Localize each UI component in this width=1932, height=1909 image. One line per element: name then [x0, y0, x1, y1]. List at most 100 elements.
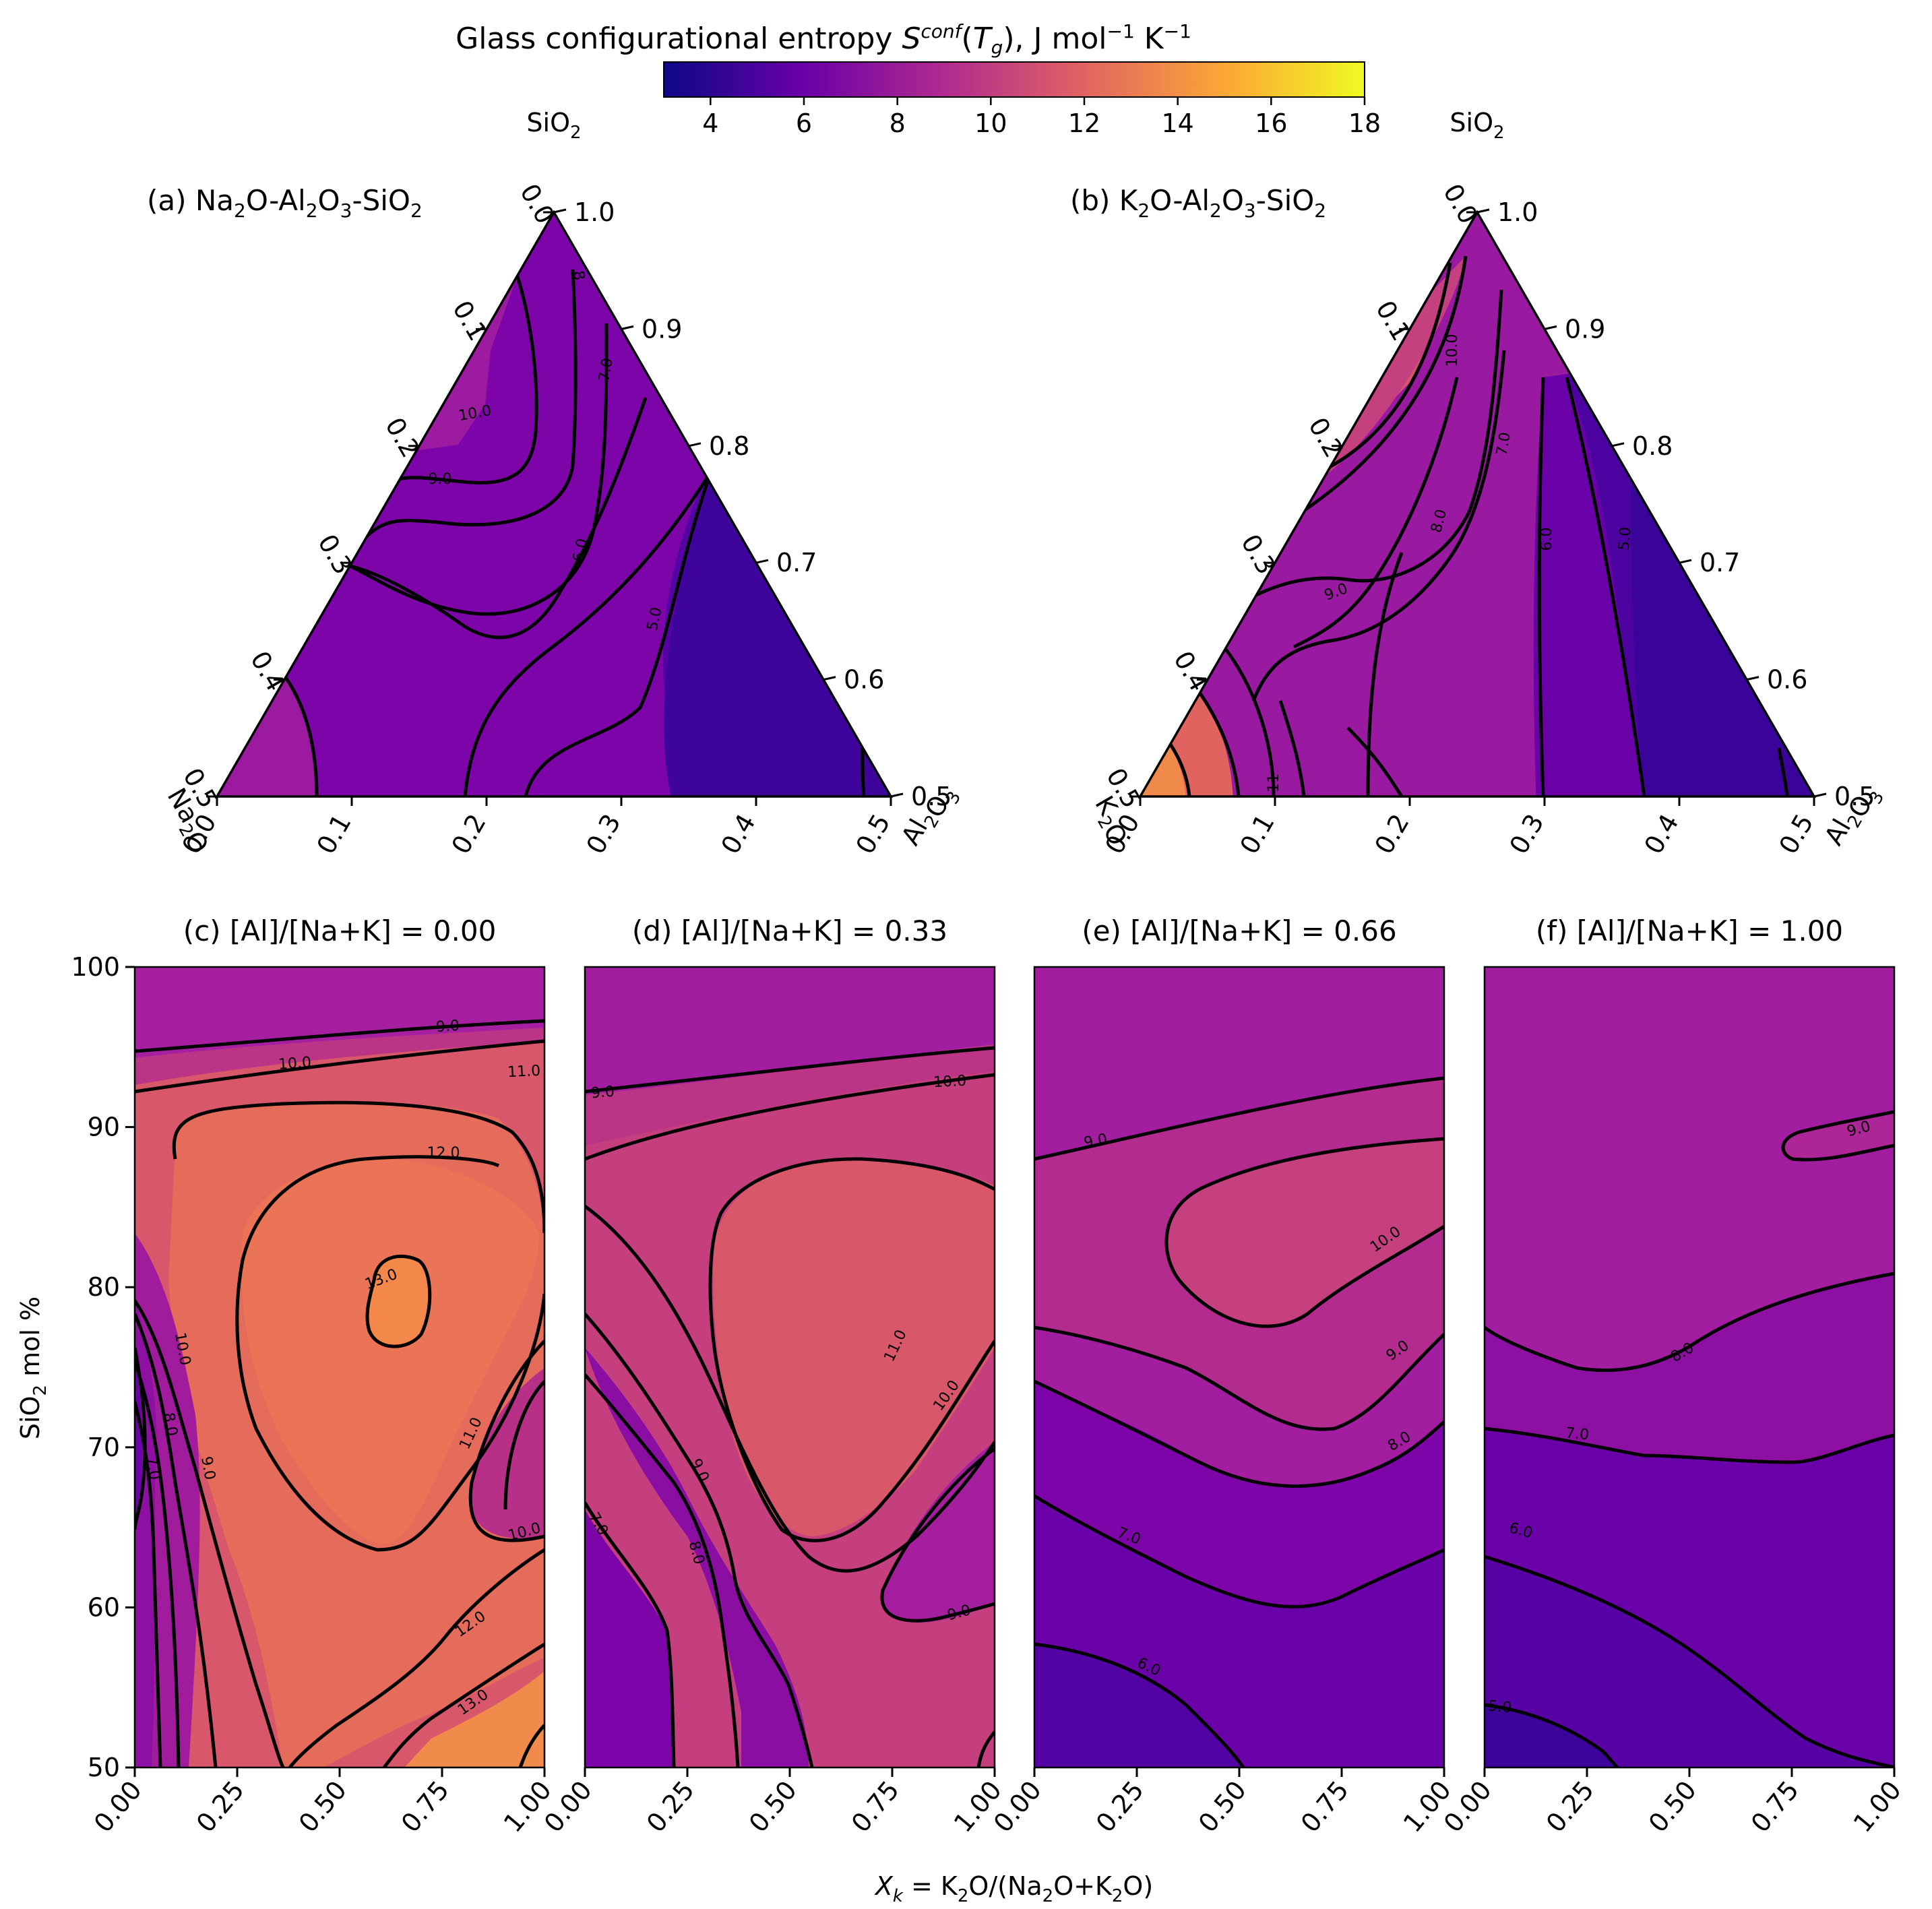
contour-label: 11.0 [507, 1063, 541, 1082]
ternary-right-tick-label: 0.6 [1767, 665, 1807, 695]
x-tick-label: 0.00 [1438, 1776, 1497, 1838]
contour-label: 10.0 [278, 1054, 312, 1073]
colorbar-tick-label: 18 [1348, 108, 1381, 138]
y-tick-label: 70 [88, 1433, 120, 1462]
panel-c-field [135, 967, 544, 1767]
ternary-right-tick-label: 0.6 [844, 665, 884, 695]
colorbar-tick-label: 12 [1068, 108, 1100, 138]
ternary-right-tick-label: 0.5 [1834, 782, 1875, 811]
ternary-bottom-tick-label: 0.5 [850, 809, 896, 859]
x-tick-label: 0.75 [1295, 1776, 1354, 1838]
ternary-right-tick [688, 442, 702, 447]
ternary-right-tick [1611, 442, 1625, 447]
ternary-bottom-tick-label: 0.4 [1638, 809, 1684, 859]
x-tick-label: 0.75 [846, 1776, 905, 1838]
contour-label: 8 [569, 270, 588, 282]
panel-b: (b) K2O-Al2O3-SiO2 [1070, 108, 1888, 859]
ternary-right-tick [755, 559, 769, 564]
contour-label: 11 [1266, 774, 1282, 792]
colorbar-tick-label: 10 [974, 108, 1007, 138]
contour-label: 5.0 [1487, 1698, 1512, 1717]
colorbar-tick-label: 8 [890, 108, 906, 138]
contour-label: 9.0 [590, 1084, 615, 1102]
colorbar-title: Glass configurational entropy Sconf(Tg),… [456, 20, 1191, 59]
x-tick-label: 0.25 [1090, 1776, 1150, 1838]
colorbar-tick-label: 16 [1255, 108, 1287, 138]
ternary-right-tick [1544, 325, 1557, 330]
contour-label: 10.0 [1444, 334, 1461, 367]
contour-label: 7.0 [142, 1455, 163, 1481]
y-tick-label: 100 [71, 952, 120, 982]
panel-d-field [585, 967, 995, 1767]
colorbar-ticks: 4 6 8 10 12 14 16 18 [702, 97, 1381, 138]
contour-label: 8.0 [160, 1411, 181, 1437]
contour-label: 7.0 [1565, 1425, 1590, 1444]
contour-label: 12.0 [427, 1145, 460, 1162]
x-tick-label: 0.75 [1745, 1776, 1805, 1838]
x-tick-label: 0.50 [293, 1776, 352, 1838]
ternary-right-tick [1476, 208, 1490, 214]
colorbar-tick-label: 14 [1161, 108, 1193, 138]
y-tick-label: 80 [88, 1272, 120, 1302]
panel-d: (d) [Al]/[Na+K] = 0.33 9.0 10.0 11.0 10.… [584, 914, 996, 1769]
panel-e-title: (e) [Al]/[Na+K] = 0.66 [1082, 914, 1396, 947]
colorbar-bar [663, 61, 1365, 98]
contour-label: 7.0 [596, 356, 617, 383]
panel-c-title: (c) [Al]/[Na+K] = 0.00 [183, 914, 497, 947]
panel-b-title: (b) K2O-Al2O3-SiO2 [1070, 184, 1326, 222]
ternary-right-tick-label: 0.5 [911, 782, 952, 811]
x-tick-label: 0.50 [1643, 1776, 1702, 1838]
ternary-right-tick [621, 325, 634, 330]
ternary-bottom-tick-label: 0.3 [580, 809, 626, 859]
x-tick-label: 0.00 [538, 1776, 598, 1838]
ternary-right-tick-label: 0.8 [1632, 431, 1673, 461]
ternary-bottom-tick-label: 0.4 [715, 809, 761, 859]
contour-label: 7.0 [1493, 431, 1514, 457]
panel-c: (c) [Al]/[Na+K] = 0.00 9.0 10.0 11.0 12.… [133, 914, 546, 1769]
panel-a-triangle [214, 210, 894, 798]
x-tick-label: 0.25 [641, 1776, 700, 1838]
y-tick-label: 60 [88, 1592, 120, 1622]
ternary-right-tick [1813, 792, 1827, 798]
ternary-right-tick-label: 1.0 [1497, 197, 1538, 227]
ternary-bottom-tick-label: 0.3 [1503, 809, 1549, 859]
ternary-corner-label: SiO2 [1450, 108, 1504, 143]
x-tick-label: 0.75 [396, 1776, 455, 1838]
panel-f-title: (f) [Al]/[Na+K] = 1.00 [1536, 914, 1843, 947]
panel-f-field [1485, 967, 1894, 1767]
y-tick-label: 50 [88, 1753, 120, 1782]
panel-a-field [217, 212, 891, 796]
ternary-right-tick-label: 0.9 [1565, 314, 1605, 344]
ternary-right-tick-label: 0.8 [709, 431, 749, 461]
ternary-bottom-tick-label: 0.1 [1234, 809, 1280, 859]
panel-b-contour-labels: 10.0 7.0 8.0 9.0 6.0 5.0 11 [1266, 334, 1635, 792]
x-tick-label: 1.00 [1848, 1776, 1907, 1838]
ternary-corner-label: SiO2 [526, 108, 581, 143]
x-tick-label: 0.50 [1193, 1776, 1252, 1838]
contour-label: 10.0 [933, 1073, 967, 1092]
x-tick-label: 0.25 [191, 1776, 250, 1838]
x-axis-label: Xk = K2O/(Na2O+K2O) [874, 1871, 1153, 1906]
ternary-bottom-tick-label: 0.2 [445, 809, 491, 859]
panel-c-contour-labels: 9.0 10.0 11.0 12.0 13.0 10.0 8.0 7.0 9.0… [142, 1018, 542, 1719]
ternary-right-tick [553, 208, 567, 214]
ternary-right-tick [823, 676, 836, 681]
contour-label: 5.0 [1616, 526, 1635, 551]
ternary-right-tick [890, 792, 904, 798]
y-axis-label: SiO2 mol % [15, 1296, 51, 1439]
panel-e-field [1034, 967, 1444, 1767]
contour-label: 9.0 [429, 471, 452, 488]
colorbar-tick-label: 6 [796, 108, 812, 138]
contour-label: 9.0 [1082, 1131, 1109, 1152]
ternary-bottom-tick-label: 0.2 [1369, 809, 1414, 859]
contour-label: 6.0 [1538, 528, 1555, 551]
contour-label: 9.0 [435, 1018, 460, 1036]
colorbar-tick-label: 4 [702, 108, 718, 138]
ternary-right-tick-label: 0.7 [1700, 548, 1740, 577]
ternary-right-tick [1746, 676, 1759, 681]
ternary-bottom-tick-label: 0.5 [1773, 809, 1819, 859]
ternary-right-tick-label: 0.7 [776, 548, 817, 577]
ternary-bottom-tick-label: 0.1 [311, 809, 356, 859]
x-tick-label: 0.00 [88, 1776, 148, 1838]
